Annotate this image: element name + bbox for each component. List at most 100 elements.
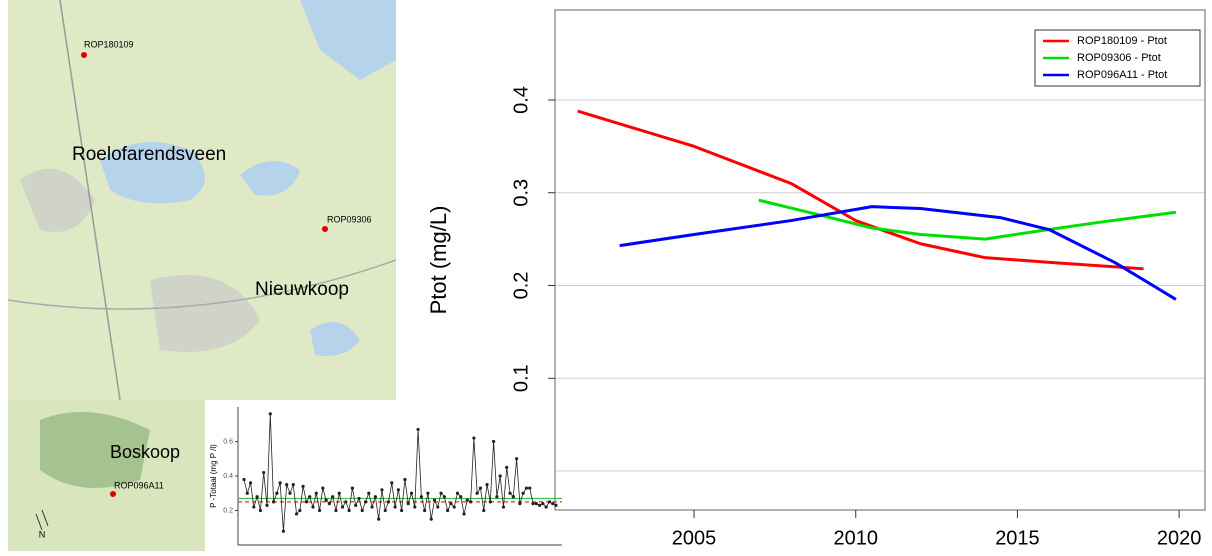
y-tick-label: 0.3	[510, 179, 532, 207]
data-point	[344, 500, 347, 503]
data-point	[285, 483, 288, 486]
legend-label: ROP096A11 - Ptot	[1077, 69, 1167, 81]
data-point	[252, 505, 255, 508]
data-point	[420, 495, 423, 498]
station-label: ROP180109	[84, 39, 134, 49]
data-point	[499, 474, 502, 477]
data-point	[469, 500, 472, 503]
north-label: N	[39, 529, 46, 539]
data-point	[436, 505, 439, 508]
data-point	[515, 457, 518, 460]
inset-background	[205, 400, 565, 551]
data-point	[393, 505, 396, 508]
data-point	[512, 495, 515, 498]
data-point	[554, 504, 557, 507]
data-point	[315, 492, 318, 495]
y-axis-label: Ptot (mg/L)	[426, 206, 451, 315]
data-point	[390, 481, 393, 484]
data-point	[328, 502, 331, 505]
page: ROP180109 Roelofarendsveen ROP09306 Nieu…	[0, 0, 1212, 556]
data-point	[443, 495, 446, 498]
data-point	[485, 483, 488, 486]
place-label: Nieuwkoop	[255, 279, 349, 300]
data-point	[403, 478, 406, 481]
y-tick-label: 0.1	[510, 364, 532, 392]
data-point	[400, 509, 403, 512]
data-point	[489, 500, 492, 503]
y-tick-label: 0.4	[223, 473, 233, 480]
data-point	[525, 486, 528, 489]
data-point	[361, 509, 364, 512]
data-point	[370, 505, 373, 508]
data-point	[295, 512, 298, 515]
x-tick-label: 2020	[1157, 527, 1202, 549]
data-point	[502, 505, 505, 508]
data-point	[256, 495, 259, 498]
figure: ROP180109 Roelofarendsveen ROP09306 Nieu…	[0, 0, 1212, 551]
data-point	[249, 481, 252, 484]
data-point	[265, 504, 268, 507]
data-point	[338, 492, 341, 495]
data-point	[357, 497, 360, 500]
data-point	[548, 500, 551, 503]
legend-label: ROP180109 - Ptot	[1077, 35, 1167, 47]
data-point	[459, 495, 462, 498]
data-point	[298, 509, 301, 512]
data-point	[505, 466, 508, 469]
place-label: Boskoop	[110, 442, 180, 462]
data-point	[407, 502, 410, 505]
data-point	[479, 486, 482, 489]
data-point	[492, 440, 495, 443]
data-point	[416, 428, 419, 431]
y-tick-label: 0.6	[223, 438, 233, 445]
x-tick-label: 2005	[672, 527, 717, 549]
data-point	[551, 502, 554, 505]
data-point	[377, 518, 380, 521]
data-point	[522, 492, 525, 495]
data-point	[397, 488, 400, 491]
data-point	[446, 509, 449, 512]
y-axis-label: P -Totaal (mg P /l)	[209, 444, 218, 508]
y-tick-label: 0.4	[510, 86, 532, 114]
station	[110, 491, 116, 497]
data-point	[476, 492, 479, 495]
data-point	[528, 486, 531, 489]
data-point	[275, 492, 278, 495]
data-point	[331, 495, 334, 498]
place-label: Roelofarendsveen	[72, 144, 226, 165]
data-point	[311, 505, 314, 508]
data-point	[279, 481, 282, 484]
legend-label: ROP09306 - Ptot	[1077, 52, 1161, 64]
data-point	[367, 492, 370, 495]
data-point	[318, 509, 321, 512]
data-point	[334, 509, 337, 512]
data-point	[351, 486, 354, 489]
data-point	[426, 492, 429, 495]
data-point	[466, 499, 469, 502]
data-point	[541, 502, 544, 505]
x-tick-label: 2015	[995, 527, 1040, 549]
data-point	[262, 471, 265, 474]
data-point	[282, 530, 285, 533]
data-point	[430, 518, 433, 521]
data-point	[545, 505, 548, 508]
data-point	[413, 505, 416, 508]
y-tick-label: 0.2	[510, 272, 532, 300]
station-label: ROP09306	[327, 214, 372, 224]
station	[81, 52, 87, 58]
data-point	[535, 502, 538, 505]
data-point	[387, 500, 390, 503]
data-point	[518, 502, 521, 505]
data-point	[374, 495, 377, 498]
data-point	[354, 504, 357, 507]
data-point	[423, 509, 426, 512]
data-point	[259, 509, 262, 512]
data-point	[495, 495, 498, 498]
data-point	[305, 500, 308, 503]
data-point	[380, 488, 383, 491]
data-point	[325, 499, 328, 502]
station	[322, 226, 328, 232]
data-point	[508, 492, 511, 495]
data-point	[246, 492, 249, 495]
data-point	[302, 485, 305, 488]
